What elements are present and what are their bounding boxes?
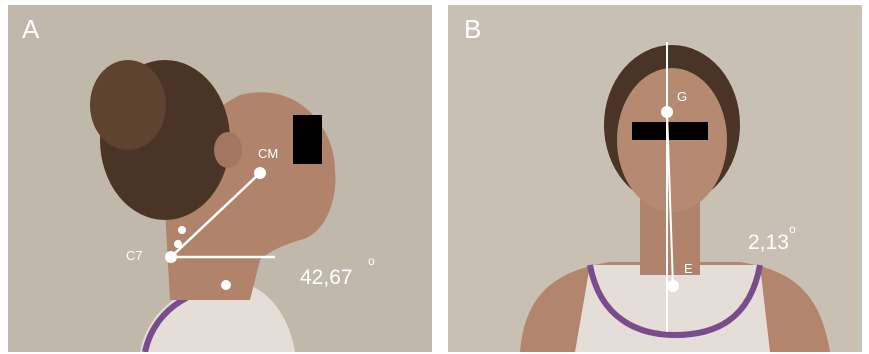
point-cm	[254, 167, 266, 179]
panel-a: A CM C7 42,67 o	[8, 5, 432, 352]
hair-bun	[90, 60, 166, 150]
point-e	[667, 280, 679, 292]
panel-b: B G E 2,13 o	[448, 5, 862, 352]
marker	[178, 226, 186, 234]
eye-mask	[293, 115, 322, 164]
point-c7	[165, 251, 177, 263]
degree-sign: o	[789, 222, 796, 236]
point-label: E	[684, 261, 693, 276]
panel-label: B	[464, 14, 481, 44]
degree-sign: o	[368, 254, 375, 268]
point-g	[661, 106, 673, 118]
figure: A CM C7 42,67 o B G E 2,13 o	[0, 0, 869, 354]
panel-label: A	[22, 14, 40, 44]
eye-mask	[632, 122, 708, 140]
angle-value: 2,13	[748, 231, 789, 254]
ear	[214, 132, 242, 168]
point-label: G	[677, 89, 687, 104]
point-label: C7	[126, 248, 143, 263]
point-label: CM	[258, 146, 278, 161]
angle-value: 42,67	[300, 266, 353, 289]
marker	[221, 280, 231, 290]
